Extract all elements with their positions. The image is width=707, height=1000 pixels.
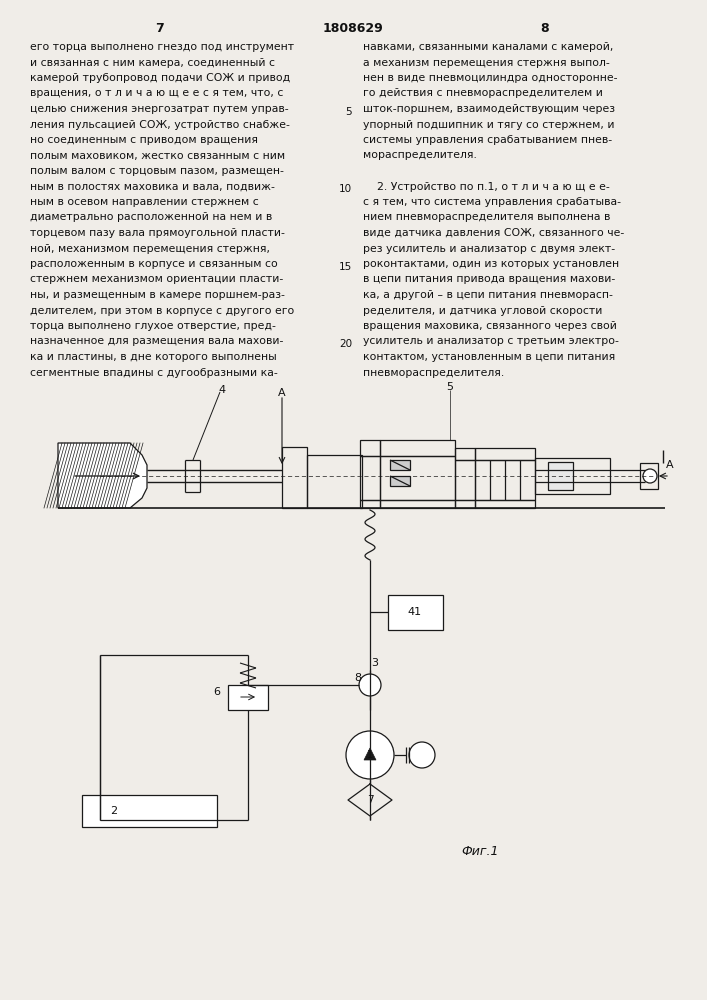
Bar bbox=[307, 455, 362, 508]
Bar bbox=[360, 440, 380, 456]
Bar bbox=[360, 500, 380, 508]
Bar bbox=[360, 456, 380, 500]
Text: Фиг.1: Фиг.1 bbox=[461, 845, 498, 858]
Bar bbox=[390, 460, 410, 470]
Text: назначенное для размещения вала махови-: назначенное для размещения вала махови- bbox=[30, 336, 284, 347]
Text: вращения, о т л и ч а ю щ е е с я тем, что, с: вращения, о т л и ч а ю щ е е с я тем, ч… bbox=[30, 89, 284, 99]
Text: 15: 15 bbox=[339, 262, 352, 272]
Text: системы управления срабатыванием пнев-: системы управления срабатыванием пнев- bbox=[363, 135, 612, 145]
Text: его торца выполнено гнездо под инструмент: его торца выполнено гнездо под инструмен… bbox=[30, 42, 294, 52]
Text: виде датчика давления СОЖ, связанного че-: виде датчика давления СОЖ, связанного че… bbox=[363, 228, 624, 238]
Text: делителем, при этом в корпусе с другого его: делителем, при этом в корпусе с другого … bbox=[30, 306, 294, 316]
Polygon shape bbox=[58, 443, 147, 508]
Text: навками, связанными каналами с камерой,: навками, связанными каналами с камерой, bbox=[363, 42, 614, 52]
Text: ка, а другой – в цепи питания пневморасп-: ка, а другой – в цепи питания пневморасп… bbox=[363, 290, 613, 300]
Bar bbox=[380, 440, 455, 456]
Text: ределителя, и датчика угловой скорости: ределителя, и датчика угловой скорости bbox=[363, 306, 602, 316]
Text: диаметрально расположенной на нем и в: диаметрально расположенной на нем и в bbox=[30, 213, 272, 223]
Text: стержнем механизмом ориентации пласти-: стержнем механизмом ориентации пласти- bbox=[30, 274, 284, 284]
Text: вращения маховика, связанного через свой: вращения маховика, связанного через свой bbox=[363, 321, 617, 331]
Text: сегментные впадины с дугообразными ка-: сегментные впадины с дугообразными ка- bbox=[30, 367, 278, 377]
Text: нен в виде пневмоцилиндра односторонне-: нен в виде пневмоцилиндра односторонне- bbox=[363, 73, 617, 83]
Text: го действия с пневмораспределителем и: го действия с пневмораспределителем и bbox=[363, 89, 603, 99]
Bar bbox=[390, 476, 410, 486]
Bar bbox=[455, 500, 475, 508]
Text: роконтактами, один из которых установлен: роконтактами, один из которых установлен bbox=[363, 259, 619, 269]
Text: ной, механизмом перемещения стержня,: ной, механизмом перемещения стержня, bbox=[30, 243, 270, 253]
Text: нием пневмораспределителя выполнена в: нием пневмораспределителя выполнена в bbox=[363, 213, 610, 223]
Text: камерой трубопровод подачи СОЖ и привод: камерой трубопровод подачи СОЖ и привод bbox=[30, 73, 291, 83]
Text: 5: 5 bbox=[447, 382, 453, 392]
Text: пневмораспределителя.: пневмораспределителя. bbox=[363, 367, 504, 377]
Text: ка и пластины, в дне которого выполнены: ка и пластины, в дне которого выполнены bbox=[30, 352, 276, 362]
Bar bbox=[455, 448, 475, 460]
Text: расположенным в корпусе и связанным со: расположенным в корпусе и связанным со bbox=[30, 259, 278, 269]
Text: 8: 8 bbox=[541, 22, 549, 35]
Bar bbox=[535, 458, 610, 494]
Text: 41: 41 bbox=[408, 607, 422, 617]
Text: но соединенным с приводом вращения: но соединенным с приводом вращения bbox=[30, 135, 258, 145]
Text: в цепи питания привода вращения махови-: в цепи питания привода вращения махови- bbox=[363, 274, 615, 284]
Text: ным в полостях маховика и вала, подвиж-: ным в полостях маховика и вала, подвиж- bbox=[30, 182, 275, 192]
Text: полым валом с торцовым пазом, размещен-: полым валом с торцовым пазом, размещен- bbox=[30, 166, 284, 176]
Text: A: A bbox=[666, 460, 674, 470]
Bar bbox=[475, 500, 535, 508]
Bar bbox=[228, 685, 268, 710]
Circle shape bbox=[346, 731, 394, 779]
Text: мораспределителя.: мораспределителя. bbox=[363, 150, 477, 160]
Text: 2: 2 bbox=[110, 806, 117, 816]
Bar bbox=[82, 795, 217, 827]
Bar bbox=[640, 463, 658, 489]
Text: 20: 20 bbox=[339, 339, 352, 349]
Text: A: A bbox=[278, 388, 286, 398]
Text: и связанная с ним камера, соединенный с: и связанная с ним камера, соединенный с bbox=[30, 57, 275, 68]
Text: 8: 8 bbox=[354, 673, 361, 683]
Bar bbox=[475, 448, 535, 460]
Text: а механизм перемещения стержня выпол-: а механизм перемещения стержня выпол- bbox=[363, 57, 609, 68]
Circle shape bbox=[643, 469, 657, 483]
Text: усилитель и анализатор с третьим электро-: усилитель и анализатор с третьим электро… bbox=[363, 336, 619, 347]
Text: рез усилитель и анализатор с двумя элект-: рез усилитель и анализатор с двумя элект… bbox=[363, 243, 615, 253]
Bar bbox=[380, 500, 455, 508]
Text: упорный подшипник и тягу со стержнем, и: упорный подшипник и тягу со стержнем, и bbox=[363, 119, 614, 129]
Text: 7: 7 bbox=[367, 795, 373, 805]
Text: 10: 10 bbox=[339, 184, 352, 194]
Text: 6: 6 bbox=[213, 687, 220, 697]
Text: торцевом пазу вала прямоугольной пласти-: торцевом пазу вала прямоугольной пласти- bbox=[30, 228, 285, 238]
Bar bbox=[455, 460, 475, 500]
Text: торца выполнено глухое отверстие, пред-: торца выполнено глухое отверстие, пред- bbox=[30, 321, 276, 331]
Text: контактом, установленным в цепи питания: контактом, установленным в цепи питания bbox=[363, 352, 615, 362]
Text: ным в осевом направлении стержнем с: ным в осевом направлении стержнем с bbox=[30, 197, 259, 207]
Text: 2. Устройство по п.1, о т л и ч а ю щ е е-: 2. Устройство по п.1, о т л и ч а ю щ е … bbox=[363, 182, 609, 192]
Polygon shape bbox=[364, 748, 376, 760]
Bar bbox=[388, 595, 443, 630]
Text: ны, и размещенным в камере поршнем-раз-: ны, и размещенным в камере поршнем-раз- bbox=[30, 290, 285, 300]
Text: полым маховиком, жестко связанным с ним: полым маховиком, жестко связанным с ним bbox=[30, 150, 285, 160]
Text: целью снижения энергозатрат путем управ-: целью снижения энергозатрат путем управ- bbox=[30, 104, 288, 114]
Text: 5: 5 bbox=[346, 107, 352, 117]
Bar bbox=[548, 462, 573, 490]
Text: 7: 7 bbox=[156, 22, 164, 35]
Circle shape bbox=[409, 742, 435, 768]
Text: 1808629: 1808629 bbox=[322, 22, 383, 35]
Bar bbox=[475, 460, 535, 500]
Bar bbox=[282, 447, 307, 508]
Circle shape bbox=[359, 674, 381, 696]
Text: шток-поршнем, взаимодействующим через: шток-поршнем, взаимодействующим через bbox=[363, 104, 615, 114]
Text: 1: 1 bbox=[367, 750, 373, 760]
Text: 4: 4 bbox=[218, 385, 226, 395]
Text: с я тем, что система управления срабатыва-: с я тем, что система управления срабатыв… bbox=[363, 197, 621, 207]
Text: 3: 3 bbox=[371, 658, 378, 668]
Text: ления пульсацией СОЖ, устройство снабже-: ления пульсацией СОЖ, устройство снабже- bbox=[30, 119, 290, 129]
Bar bbox=[380, 456, 455, 500]
